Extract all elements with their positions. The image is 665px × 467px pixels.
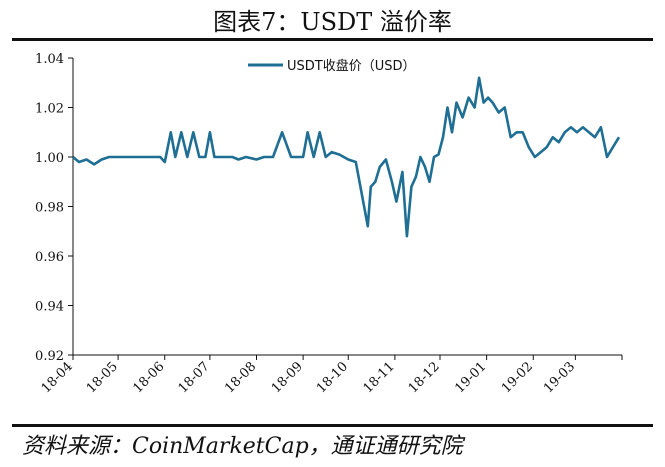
x-tick-label: 18-10 bbox=[314, 359, 351, 396]
x-tick-label: 19-02 bbox=[499, 359, 536, 396]
x-tick-label: 18-05 bbox=[84, 359, 121, 396]
x-tick-label: 18-04 bbox=[39, 359, 76, 396]
x-tick-label: 18-11 bbox=[361, 359, 398, 396]
source-note: 资料来源：CoinMarketCap，通证通研究院 bbox=[22, 434, 463, 459]
x-tick-label: 18-07 bbox=[176, 359, 213, 396]
x-tick-label: 18-06 bbox=[130, 359, 167, 396]
x-tick-label: 19-01 bbox=[452, 359, 489, 396]
y-tick-label: 1.02 bbox=[35, 102, 64, 117]
x-tick-label: 18-09 bbox=[269, 359, 306, 396]
title-divider bbox=[12, 38, 653, 41]
x-tick-label: 19-03 bbox=[541, 359, 578, 396]
y-tick-label: 0.96 bbox=[35, 250, 64, 265]
y-tick-label: 1.00 bbox=[35, 151, 64, 166]
y-tick-label: 0.98 bbox=[35, 201, 64, 216]
legend-label: USDT收盘价（USD） bbox=[287, 58, 416, 74]
series-line-usdt bbox=[72, 76, 621, 238]
chart-axes bbox=[72, 58, 622, 356]
y-tick-label: 1.04 bbox=[35, 52, 64, 67]
x-tick-label: 18-08 bbox=[222, 359, 259, 396]
source-divider bbox=[12, 424, 653, 427]
y-tick-label: 0.94 bbox=[35, 300, 64, 315]
legend: USDT收盘价（USD） bbox=[248, 58, 416, 74]
y-axis-ticks: 0.92 0.94 0.96 0.98 1.00 1.02 1.04 bbox=[35, 52, 73, 364]
x-tick-label: 18-12 bbox=[406, 359, 443, 396]
line-chart: 0.920.940.960.981.001.021.04 18-04 18-05 1… bbox=[35, 52, 623, 396]
y-tick-label: 0.92 bbox=[35, 349, 64, 364]
x-axis-ticks: 18-04 18-05 18-06 18-07 18-08 18-09 18-10 18-11… bbox=[39, 355, 623, 396]
chart-title: 图表7：USDT 溢价率 bbox=[213, 8, 452, 36]
